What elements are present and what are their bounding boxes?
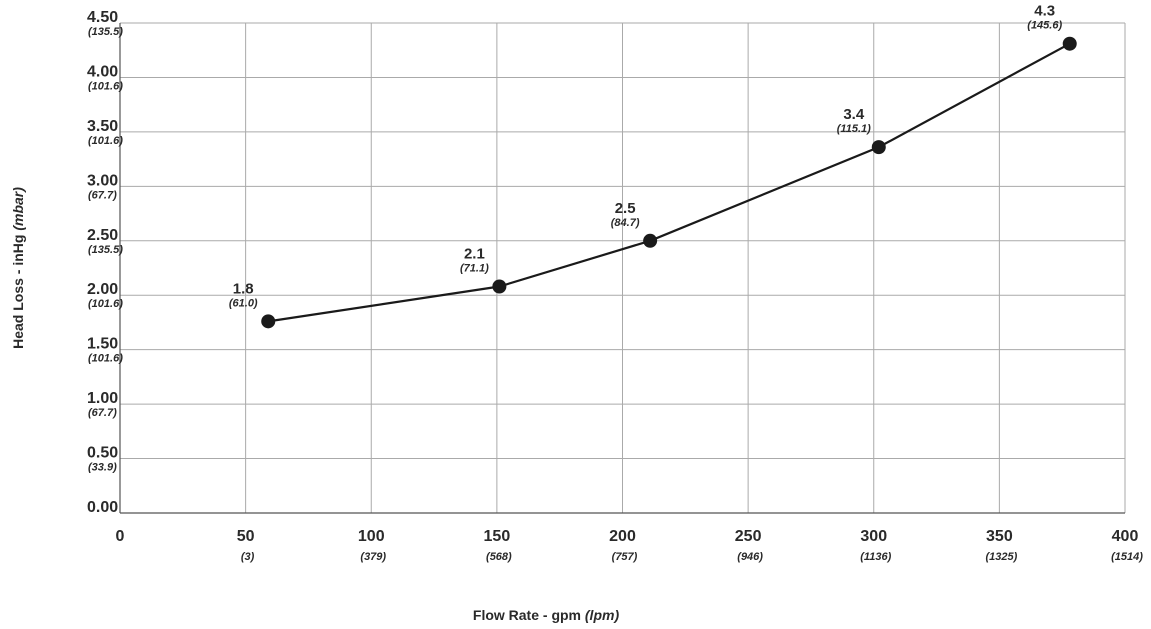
x-tick-label: 250: [735, 528, 762, 545]
y-axis-ticks: 0.000.50(33.9)1.00(67.7)1.50(101.6)2.00(…: [87, 9, 123, 516]
y-tick-label: 0.50: [87, 445, 118, 462]
y-tick-sublabel: (101.6): [88, 353, 123, 365]
y-tick-label: 2.50: [87, 227, 118, 244]
y-tick-label: 2.00: [87, 281, 118, 298]
x-axis-ticks: 0 50 (3) 100 (379) 150 (568) 200 (757) 250 (946) 30…: [116, 528, 1144, 563]
y-tick-label: 4.50: [87, 9, 118, 26]
data-sublabel: (84.7): [611, 217, 640, 229]
data-point: [492, 280, 506, 294]
y-tick-sublabel: (67.7): [88, 407, 117, 419]
data-sublabel: (115.1): [837, 123, 871, 135]
x-tick-label: 350: [986, 528, 1013, 545]
x-tick-sublabel: (1514): [1111, 551, 1143, 563]
data-sublabel: (61.0): [229, 297, 258, 309]
x-tick-sublabel: (1136): [860, 551, 891, 563]
series-line: [261, 37, 1076, 329]
x-tick-sublabel: (1325): [985, 551, 1017, 563]
x-tick-sublabel: (757): [612, 551, 638, 563]
y-tick-sublabel: (67.7): [88, 189, 117, 201]
x-tick-label: 150: [484, 528, 511, 545]
data-point: [643, 234, 657, 248]
x-tick-sublabel: (946): [737, 551, 763, 563]
data-label: 1.8: [233, 280, 254, 297]
y-tick-label: 3.00: [87, 172, 118, 189]
series-polyline: [268, 44, 1069, 322]
y-tick-label: 1.50: [87, 336, 118, 353]
y-tick-sublabel: (101.6): [88, 135, 123, 147]
data-label: 4.3: [1034, 3, 1055, 20]
y-tick-sublabel: (101.6): [88, 298, 123, 310]
y-axis-title: Head Loss - inHg (mbar): [10, 187, 26, 349]
x-tick-label: 50: [237, 528, 255, 545]
data-label: 2.5: [615, 200, 636, 217]
x-tick-label: 100: [358, 528, 385, 545]
x-tick-label: 200: [609, 528, 636, 545]
data-label: 2.1: [464, 246, 485, 263]
y-tick-sublabel: (135.5): [88, 244, 123, 256]
x-tick-sublabel: (379): [360, 551, 386, 563]
data-label: 3.4: [843, 106, 865, 123]
data-labels: 1.8(61.0) 2.1(71.1) 2.5(84.7) 3.4(115.1) 4.3…: [229, 3, 1063, 310]
data-point: [872, 140, 886, 154]
x-tick-label: 300: [860, 528, 887, 545]
data-sublabel: (71.1): [460, 263, 489, 275]
y-tick-label: 3.50: [87, 118, 118, 135]
y-tick-label: 0.00: [87, 499, 118, 516]
y-tick-sublabel: (33.9): [88, 462, 117, 474]
y-tick-label: 1.00: [87, 390, 118, 407]
y-tick-sublabel: (101.6): [88, 80, 123, 92]
data-sublabel: (145.6): [1027, 20, 1062, 32]
x-tick-sublabel: (568): [486, 551, 512, 563]
data-point: [1063, 37, 1077, 51]
y-tick-sublabel: (135.5): [88, 26, 123, 38]
x-tick-sublabel: (3): [241, 551, 255, 563]
y-tick-label: 4.00: [87, 63, 118, 80]
x-tick-label: 400: [1112, 528, 1139, 545]
data-point: [261, 314, 275, 328]
x-tick-label: 0: [116, 528, 125, 545]
x-axis-title: Flow Rate - gpm (lpm): [473, 607, 620, 623]
